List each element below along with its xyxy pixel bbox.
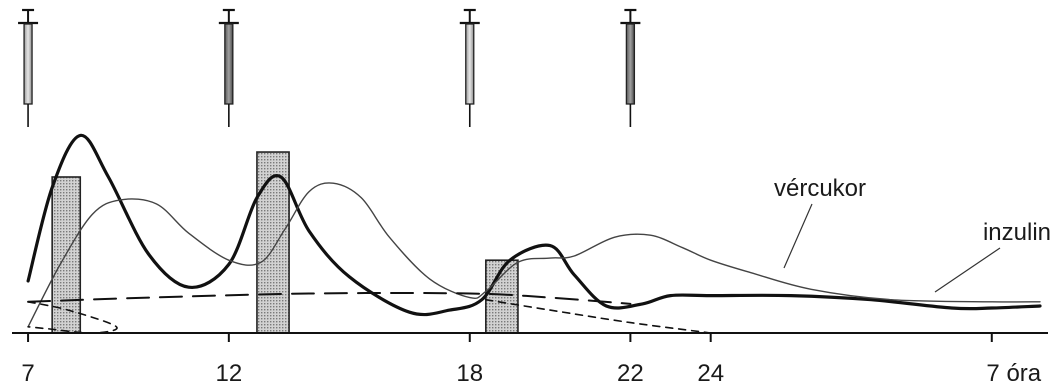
injection-markers (18, 8, 641, 127)
insulin-leader-line (934, 247, 1001, 293)
x-tick-label-24: 24 (697, 360, 724, 387)
x-tick-label-31: 7 óra (986, 360, 1041, 387)
syringe-icon-3 (459, 8, 480, 127)
series-line-dashed-falling (485, 298, 712, 334)
x-tick-label-12: 12 (215, 360, 242, 387)
syringe-icon-4 (620, 8, 641, 127)
series-line-blood-sugar (26, 133, 1042, 317)
syringe-icon-2 (218, 8, 239, 127)
insulin-label: inzulin (983, 219, 1051, 246)
series-lines (26, 133, 1042, 334)
blood-sugar-leader-line (783, 203, 813, 269)
syringe-icon-1 (18, 8, 39, 127)
curve-labels: vércukor inzulin (774, 175, 1051, 293)
x-tick-label-7: 7 (21, 360, 34, 387)
blood-sugar-label: vércukor (774, 175, 866, 202)
meal-bars (51, 151, 519, 334)
x-axis-ticks: 7 12 18 22 24 7 óra (21, 333, 1042, 387)
x-tick-label-18: 18 (456, 360, 483, 387)
series-line-dashed-long (27, 291, 632, 305)
series-line-insulin (27, 182, 1041, 328)
x-tick-label-22: 22 (617, 360, 644, 387)
